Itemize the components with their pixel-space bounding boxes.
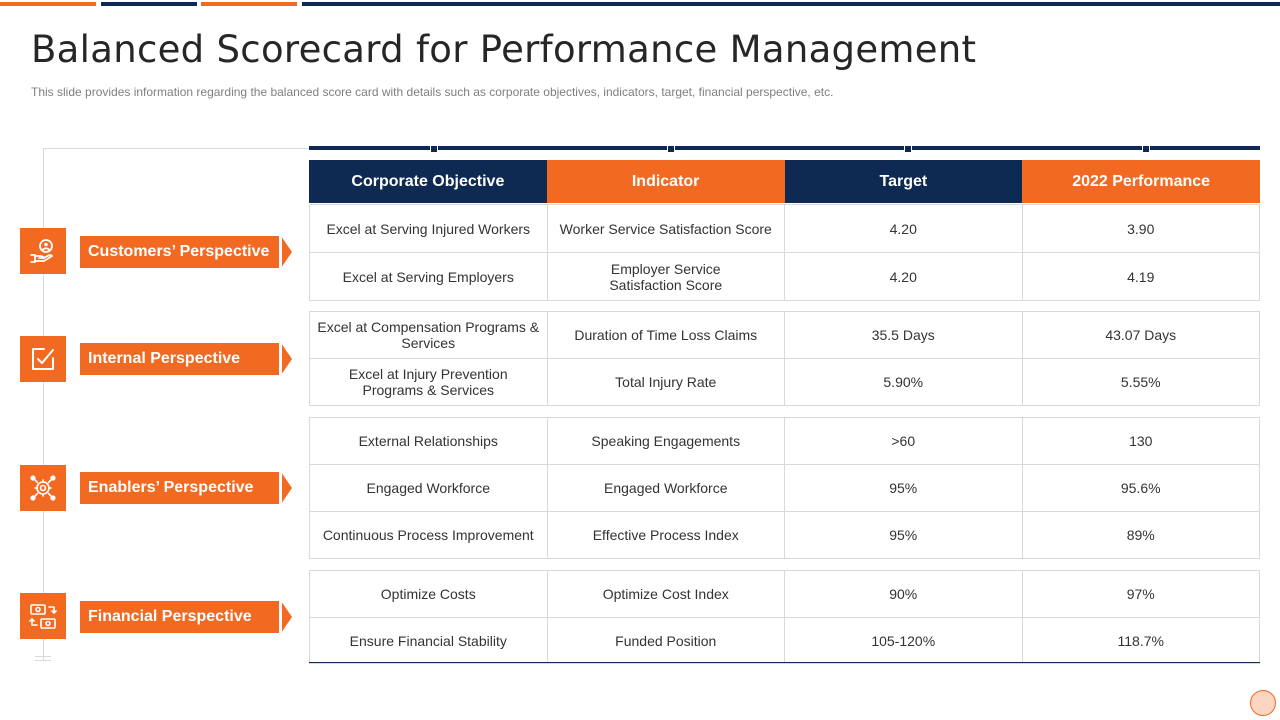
indicator-cell: Employer Service Satisfaction Score <box>546 252 785 301</box>
enablers-perspective-label: Enablers’ Perspective <box>80 472 292 504</box>
indicator-cell: Effective Process Index <box>546 511 785 559</box>
performance-cell: 118.7% <box>1021 617 1260 664</box>
indicator-cell: Engaged Workforce <box>546 464 785 512</box>
timeline-vertical-line <box>43 148 44 661</box>
scorecard-header: Corporate Objective Indicator Target 202… <box>309 160 1260 203</box>
check-edit-icon <box>32 348 54 370</box>
objective-cell: Excel at Injury Prevention Programs & Se… <box>309 358 548 406</box>
financial-icon-box <box>20 593 66 639</box>
objective-cell: Optimize Costs <box>309 570 548 618</box>
objective-cell: Ensure Financial Stability <box>309 617 548 664</box>
page-title: Balanced Scorecard for Performance Manag… <box>31 28 977 71</box>
table-bottom-rule <box>309 662 1260 663</box>
target-cell: 5.90% <box>784 358 1023 406</box>
target-cell: 90% <box>784 570 1023 618</box>
rule-marker <box>667 145 675 153</box>
table-row: Excel at Serving Employers Employer Serv… <box>309 252 1260 301</box>
target-cell: 4.20 <box>784 252 1023 301</box>
performance-cell: 130 <box>1021 417 1260 465</box>
header-corporate-objective: Corporate Objective <box>309 160 547 203</box>
rule-marker <box>1142 145 1150 153</box>
internal-perspective-label: Internal Perspective <box>80 343 292 375</box>
performance-cell: 4.19 <box>1021 252 1260 301</box>
perspective-label-text: Internal Perspective <box>88 350 241 367</box>
target-cell: 95% <box>784 511 1023 559</box>
table-row: Excel at Serving Injured Workers Worker … <box>309 204 1260 253</box>
header-indicator: Indicator <box>546 160 785 203</box>
customers-perspective-label: Customers’ Perspective <box>80 236 292 268</box>
indicator-cell: Funded Position <box>546 617 785 664</box>
objective-cell: Excel at Compensation Programs & Service… <box>309 311 548 359</box>
table-row: Excel at Compensation Programs & Service… <box>309 311 1260 359</box>
financial-group-table: Optimize Costs Optimize Cost Index 90% 9… <box>309 570 1260 664</box>
financial-perspective-label: Financial Perspective <box>80 601 292 633</box>
page-subtitle: This slide provides information regardin… <box>31 85 834 99</box>
performance-cell: 43.07 Days <box>1021 311 1260 359</box>
timeline-horizontal-line <box>43 148 309 149</box>
corner-circle-button[interactable] <box>1250 690 1276 716</box>
gear-network-icon <box>30 475 56 501</box>
rule-marker <box>904 145 912 153</box>
indicator-cell: Speaking Engagements <box>546 417 785 465</box>
perspective-label-text: Customers’ Perspective <box>88 243 270 260</box>
target-cell: 95% <box>784 464 1023 512</box>
perspective-label-text: Financial Perspective <box>88 608 252 625</box>
objective-cell: Continuous Process Improvement <box>309 511 548 559</box>
top-accent-bar-4 <box>302 2 1280 6</box>
hand-user-icon <box>30 239 53 263</box>
money-exchange-icon <box>29 604 57 629</box>
objective-cell: Excel at Serving Injured Workers <box>309 204 548 253</box>
table-row: Optimize Costs Optimize Cost Index 90% 9… <box>309 570 1260 618</box>
enablers-icon-box <box>20 465 66 511</box>
indicator-cell: Worker Service Satisfaction Score <box>546 204 785 253</box>
table-row: Ensure Financial Stability Funded Positi… <box>309 617 1260 664</box>
top-accent-bar-1 <box>0 2 96 6</box>
table-row: Excel at Injury Prevention Programs & Se… <box>309 358 1260 406</box>
target-cell: 105-120% <box>784 617 1023 664</box>
performance-cell: 5.55% <box>1021 358 1260 406</box>
internal-group-table: Excel at Compensation Programs & Service… <box>309 311 1260 406</box>
customers-group-table: Excel at Serving Injured Workers Worker … <box>309 204 1260 301</box>
indicator-cell: Duration of Time Loss Claims <box>546 311 785 359</box>
objective-cell: Engaged Workforce <box>309 464 548 512</box>
enablers-group-table: External Relationships Speaking Engageme… <box>309 417 1260 559</box>
target-cell: 4.20 <box>784 204 1023 253</box>
header-target: Target <box>784 160 1023 203</box>
perspective-label-text: Enablers’ Perspective <box>88 479 254 496</box>
target-cell: >60 <box>784 417 1023 465</box>
performance-cell: 3.90 <box>1021 204 1260 253</box>
table-top-rule <box>309 146 1260 150</box>
customers-icon-box <box>20 228 66 274</box>
table-row: External Relationships Speaking Engageme… <box>309 417 1260 465</box>
timeline-end-tick <box>35 656 51 657</box>
table-row: Continuous Process Improvement Effective… <box>309 511 1260 559</box>
top-accent-bar-3 <box>201 2 297 6</box>
header-2022-performance: 2022 Performance <box>1022 160 1260 203</box>
performance-cell: 97% <box>1021 570 1260 618</box>
rule-marker <box>430 145 438 153</box>
top-accent-bar-2 <box>101 2 197 6</box>
timeline-end-tick <box>35 660 51 661</box>
performance-cell: 95.6% <box>1021 464 1260 512</box>
indicator-cell: Total Injury Rate <box>546 358 785 406</box>
objective-cell: External Relationships <box>309 417 548 465</box>
objective-cell: Excel at Serving Employers <box>309 252 548 301</box>
performance-cell: 89% <box>1021 511 1260 559</box>
internal-icon-box <box>20 336 66 382</box>
target-cell: 35.5 Days <box>784 311 1023 359</box>
indicator-cell: Optimize Cost Index <box>546 570 785 618</box>
table-row: Engaged Workforce Engaged Workforce 95% … <box>309 464 1260 512</box>
